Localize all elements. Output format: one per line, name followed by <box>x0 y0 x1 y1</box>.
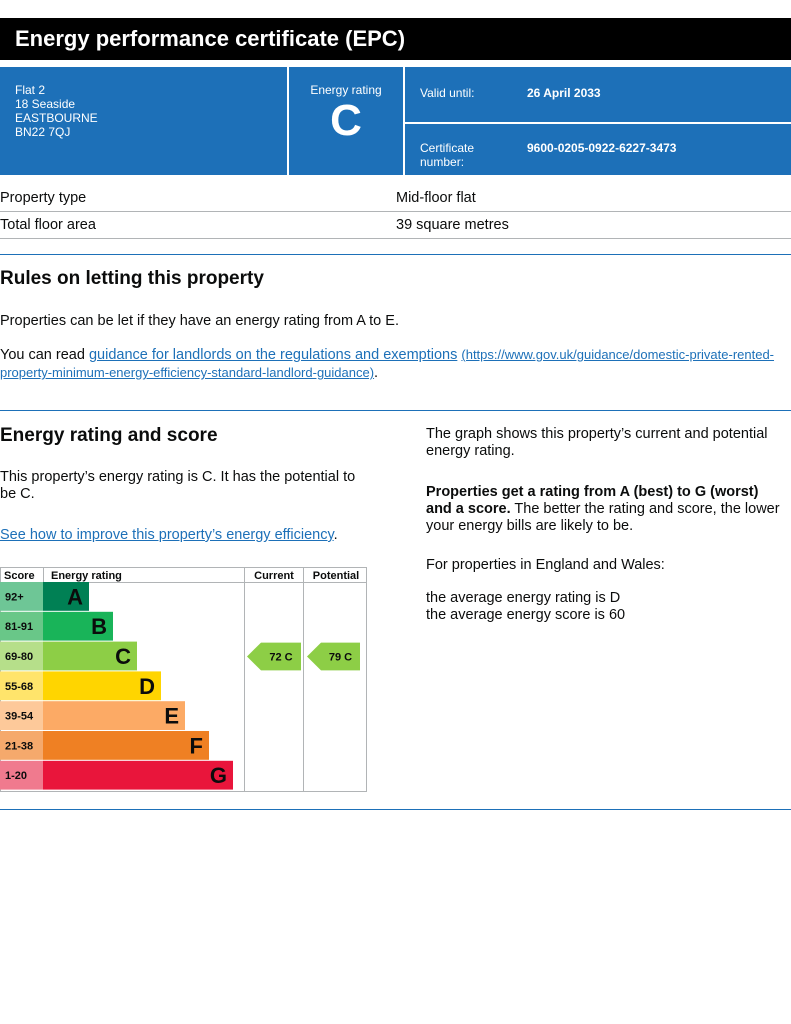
guidance-prefix: You can read <box>0 347 89 363</box>
floor-area-value: 39 square metres <box>396 217 509 233</box>
band-bar-f <box>43 731 209 760</box>
rating-scale-text: your energy bills are likely to be. <box>426 518 634 534</box>
section-divider <box>0 410 791 411</box>
title-bar <box>0 18 791 60</box>
property-type-label: Property type <box>0 190 87 206</box>
band-letter: D <box>139 674 155 699</box>
certificate-number-label: Certificate number: <box>420 141 474 169</box>
address-line: Flat 2 <box>15 83 46 97</box>
rating-scale-bold: Properties get a rating from A (best) to… <box>426 484 759 500</box>
band-score-label: 92+ <box>5 591 24 603</box>
band-score-label: 55-68 <box>5 681 33 693</box>
energy-rating-heading: Energy rating and score <box>0 425 218 446</box>
letting-guidance-paragraph-line2: property-minimum-energy-efficiency-stand… <box>0 364 378 382</box>
guidance-url-line2[interactable]: property-minimum-energy-efficiency-stand… <box>0 365 375 380</box>
potential-rating-label: 79 C <box>329 652 352 664</box>
address-line: EASTBOURNE <box>15 111 98 125</box>
current-rating-arrow <box>247 642 301 671</box>
rating-scale-text: The better the rating and score, the low… <box>510 501 780 517</box>
section-divider <box>0 254 791 255</box>
graph-explanation-line: The graph shows this property’s current … <box>426 426 768 442</box>
certificate-label-line: number: <box>420 155 465 169</box>
band-score-label: 1-20 <box>5 770 27 782</box>
certificate-label-line: Certificate <box>420 141 475 155</box>
guidance-url-line1[interactable]: (https://www.gov.uk/guidance/domestic-pr… <box>461 347 775 362</box>
band-bar-c <box>43 641 137 671</box>
property-address: Flat 2 18 Seaside EASTBOURNE BN22 7QJ <box>15 83 98 139</box>
band-score-cell <box>0 641 43 671</box>
average-values: the average energy rating is D the avera… <box>426 590 625 624</box>
rating-bands: 92+ A 81-91 B 69-80 C 55-68 D 39-54 E 21-38 F 1-20 G <box>0 582 233 790</box>
letting-paragraph: Properties can be let if they have an en… <box>0 313 399 329</box>
band-letter: E <box>164 704 179 729</box>
rating-scale-explanation: Properties get a rating from A (best) to… <box>426 484 780 535</box>
potential-rating-arrow <box>307 642 360 671</box>
band-bar-a <box>43 582 89 611</box>
certificate-number-value: 9600-0205-0922-6227-3473 <box>527 141 677 155</box>
row-divider <box>0 238 791 239</box>
band-score-cell <box>0 671 43 701</box>
address-line: 18 Seaside <box>15 97 76 111</box>
valid-until-value: 26 April 2033 <box>527 86 601 100</box>
band-score-label: 39-54 <box>5 711 34 723</box>
band-score-label: 81-91 <box>5 621 33 633</box>
rating-scale-bold: and a score. <box>426 501 511 517</box>
page-title: Energy performance certificate (EPC) <box>15 26 406 51</box>
row-divider <box>0 211 791 212</box>
band-letter: C <box>115 644 131 669</box>
band-score-label: 69-80 <box>5 651 33 663</box>
letting-guidance-paragraph: You can read guidance for landlords on t… <box>0 346 791 364</box>
panel-divider <box>287 67 289 175</box>
band-score-cell <box>0 611 43 641</box>
property-type-value: Mid-floor flat <box>396 190 476 206</box>
band-bar-e <box>43 701 185 730</box>
england-wales-label: For properties in England and Wales: <box>426 557 665 573</box>
potential-header: Potential <box>313 570 359 582</box>
section-divider <box>0 809 791 810</box>
energy-rating-header: Energy rating <box>51 570 122 582</box>
valid-until-label: Valid until: <box>420 86 475 100</box>
band-score-cell <box>0 582 43 611</box>
band-bar-d <box>43 671 161 701</box>
current-header: Current <box>254 570 294 582</box>
band-score-cell <box>0 701 43 730</box>
band-letter: G <box>210 763 227 788</box>
landlord-guidance-link[interactable]: guidance for landlords on the regulation… <box>88 347 458 363</box>
improve-efficiency-link[interactable]: See how to improve this property’s energ… <box>0 527 334 543</box>
rating-markers: 72 C 79 C <box>247 642 360 671</box>
band-score-label: 21-38 <box>5 740 33 752</box>
score-header: Score <box>4 570 35 582</box>
panel-divider <box>403 67 405 175</box>
band-letter: F <box>190 733 203 758</box>
panel-divider <box>405 122 791 124</box>
band-letter: B <box>91 614 107 639</box>
current-rating-label: 72 C <box>269 652 292 664</box>
guidance-suffix: . <box>374 365 379 381</box>
graph-explanation: The graph shows this property’s current … <box>426 426 767 460</box>
improve-suffix: . <box>333 527 338 543</box>
summary-panel <box>0 67 791 175</box>
band-bar-b <box>43 611 113 641</box>
letting-heading: Rules on letting this property <box>0 268 264 289</box>
energy-rating-label: Energy rating <box>310 83 382 97</box>
energy-rating-chart: Score Energy rating Current Potential 92… <box>0 567 367 792</box>
improve-paragraph: See how to improve this property’s energ… <box>0 527 338 544</box>
address-line: BN22 7QJ <box>15 125 71 139</box>
floor-area-label: Total floor area <box>0 217 96 233</box>
average-score-text: the average energy score is 60 <box>426 607 626 623</box>
rating-paragraph: This property’s energy rating is C. It h… <box>0 469 380 503</box>
band-bar-g <box>43 760 233 790</box>
average-rating-text: the average energy rating is D <box>426 590 621 606</box>
band-score-cell <box>0 760 43 790</box>
rating-paragraph-line: be C. <box>0 486 35 502</box>
energy-rating-value: C <box>330 96 362 145</box>
band-score-cell <box>0 731 43 760</box>
rating-paragraph-line: This property’s energy rating is C. It h… <box>0 469 356 485</box>
band-letter: A <box>67 584 83 609</box>
graph-explanation-line: energy rating. <box>426 443 515 459</box>
